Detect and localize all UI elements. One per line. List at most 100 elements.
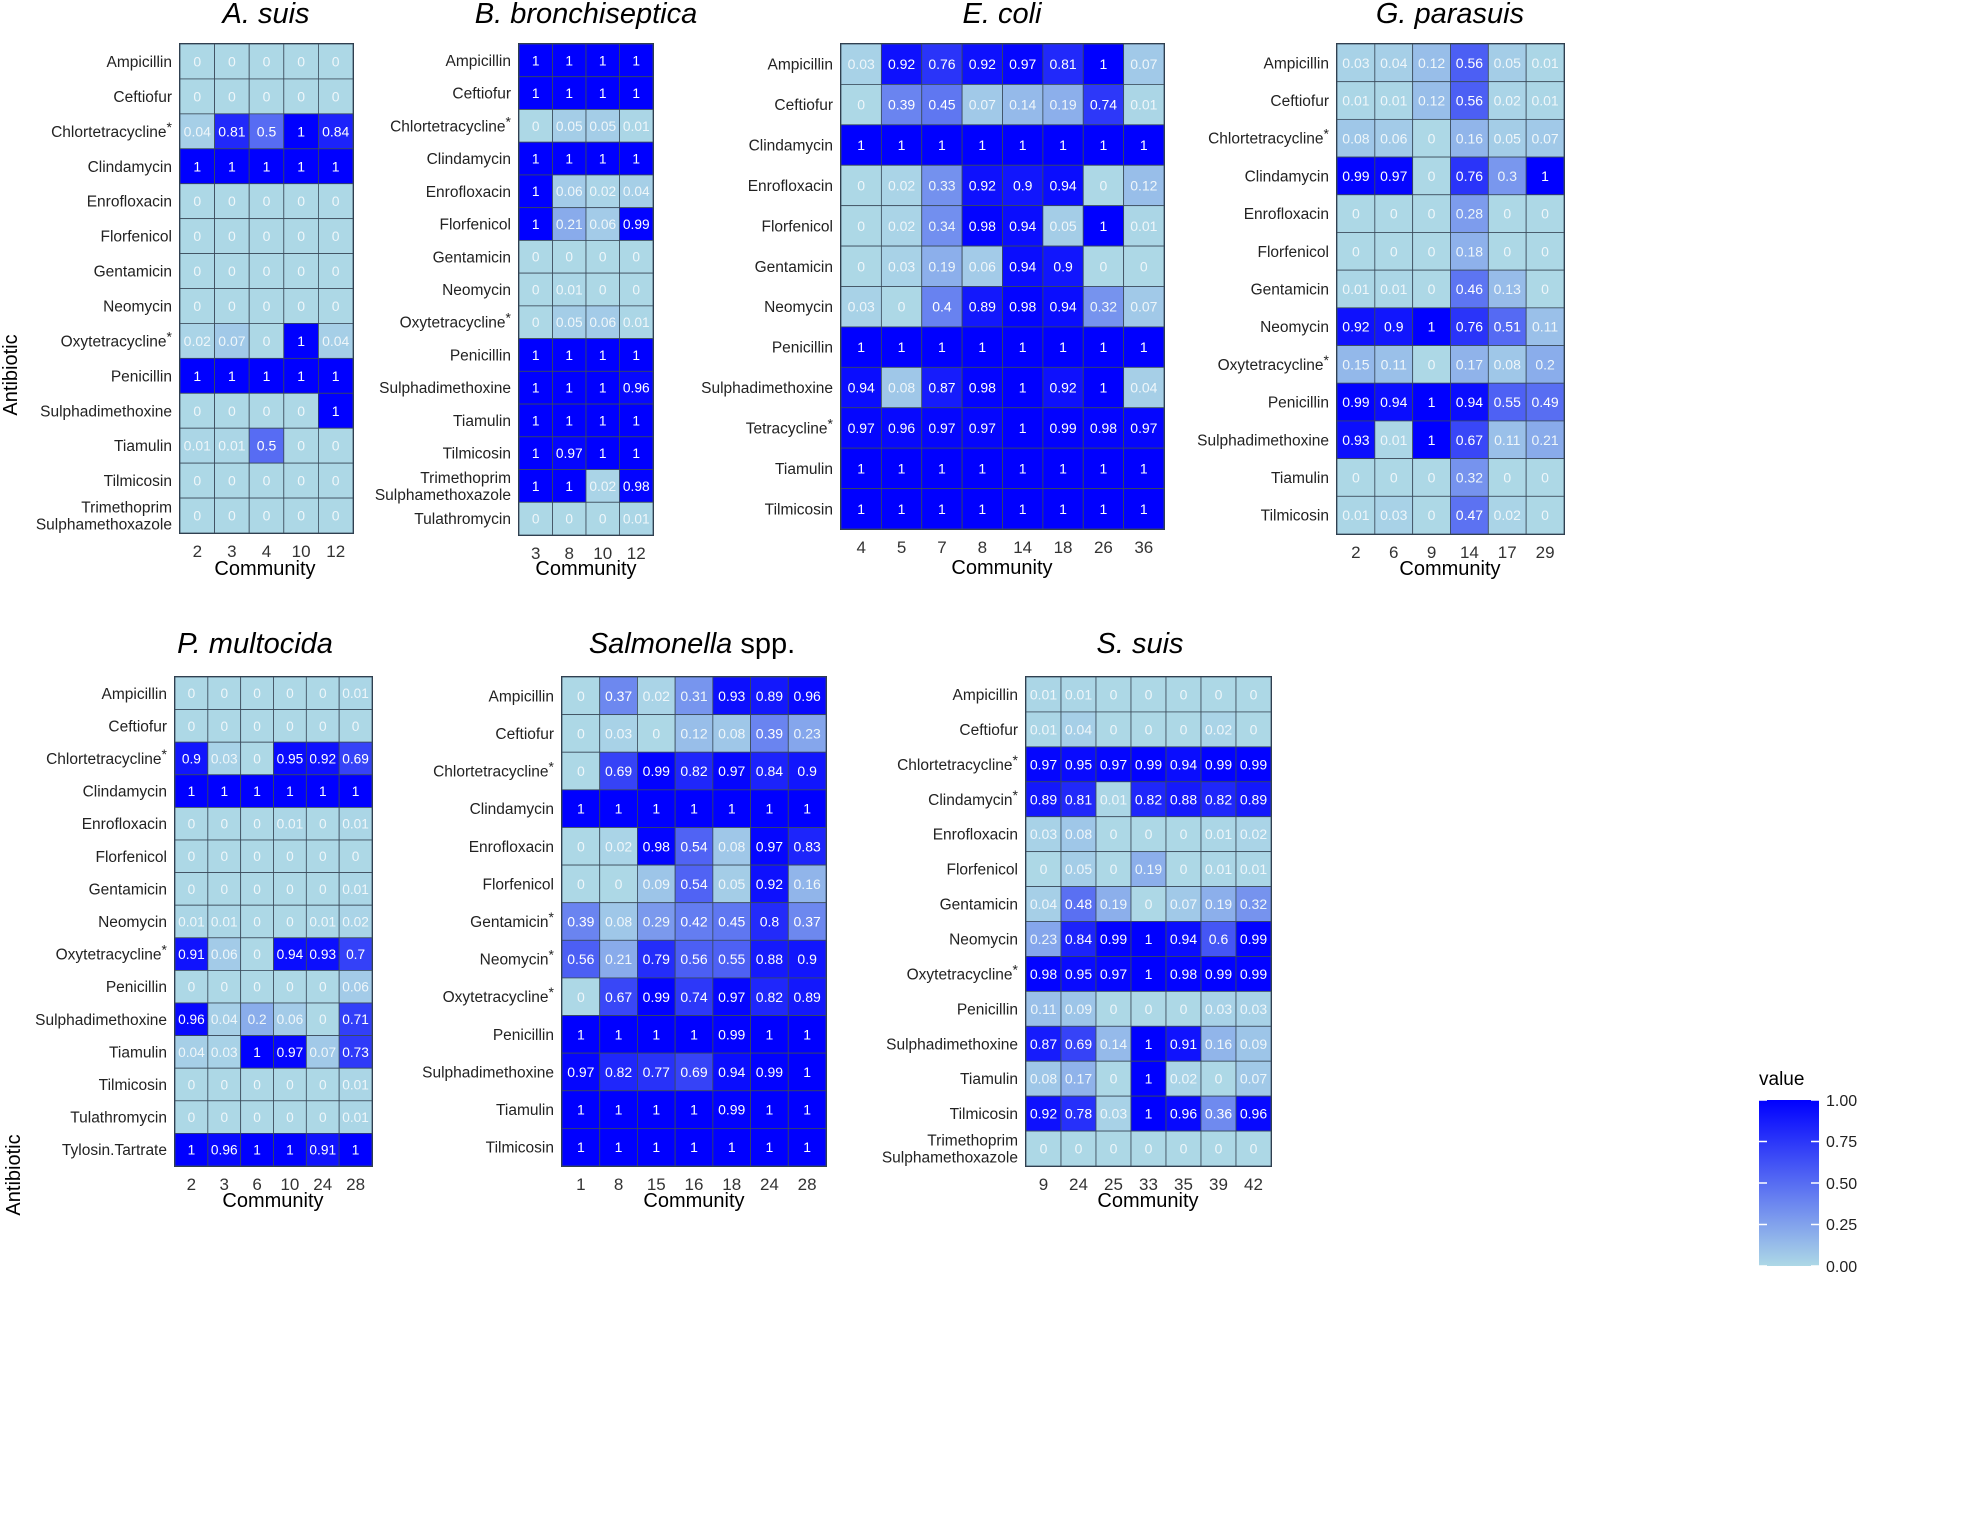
heatmap-cell [338,839,373,873]
cell-value-label: 0 [228,473,236,489]
cell-value-label: 0.06 [1380,130,1407,146]
heatmap-cell [1450,382,1489,422]
heatmap-cell [840,124,882,166]
cell-value-label: 0.94 [1170,756,1197,772]
cell-value-label: 0.09 [1240,1036,1267,1052]
row-label: Sulphadimethoxine [40,403,172,420]
heatmap-cell [207,1002,242,1036]
cell-value-label: 0.01 [1205,861,1232,877]
cell-value-label: 1 [297,123,305,139]
cell-value-label: 0.97 [1130,420,1157,436]
row-label: Tiamulin [775,461,833,478]
cell-value-label: 0.98 [643,838,670,854]
cell-value-label: 0.67 [1456,432,1483,448]
heatmap-cell [1374,420,1414,460]
heatmap-cell [338,970,373,1004]
heatmap-cell [619,501,654,536]
cell-value-label: 0.01 [1205,826,1232,842]
heatmap-cell [750,1052,789,1092]
cell-value-label: 0.05 [1494,55,1521,71]
heatmap-cell [1200,921,1237,957]
cell-value-label: 1 [1145,966,1153,982]
cell-value-label: 0.04 [1380,55,1407,71]
column-label: 26 [1094,538,1113,557]
cell-value-label: 0 [286,914,294,929]
cell-value-label: 0.02 [888,218,915,234]
heatmap-cell [585,174,620,209]
row-label: Penicillin [493,1027,554,1044]
cell-value-label: 0.08 [888,380,915,396]
heatmap-cell [599,1015,638,1054]
heatmap-cell [552,469,587,503]
heatmap-cell [599,751,638,791]
cell-value-label: 0.5 [257,123,277,139]
cell-value-label: 0 [1145,826,1153,842]
heatmap-cell [305,937,340,971]
row-label: Clindamycin* [928,787,1018,809]
cell-value-label: 1 [352,1143,360,1158]
cell-value-label: 0 [220,980,228,995]
heatmap-cell [1123,245,1165,287]
cell-value-label: 1 [766,1026,774,1042]
legend-tick-label: 1.00 [1826,1093,1857,1110]
heatmap-cell [1450,345,1489,384]
heatmap-cell [1487,194,1527,233]
heatmap-cell [880,488,923,530]
heatmap-cell [561,751,601,791]
heatmap-cell [1235,1025,1272,1062]
heatmap-cell [338,937,373,971]
heatmap-cell [921,286,963,328]
heatmap-cell [1123,286,1165,328]
column-label: 5 [897,538,906,557]
cell-value-label: 0.98 [969,218,996,234]
cell-value-label: 1 [532,381,540,396]
heatmap-cell [921,124,963,166]
heatmap-cell [1082,366,1125,409]
cell-value-label: 0 [1110,826,1118,842]
panel-title: E. coli [963,0,1044,30]
heatmap-cell [1095,711,1132,748]
heatmap-cell [674,827,714,866]
heatmap-panel: 0.01 0.01 0 0 0 0 0 0.01 0.04 0 0 0 0.02 0 0.97 0.95 0.9… [882,628,1272,1212]
cell-value-label: 1 [253,1045,261,1060]
cell-value-label: 0.07 [969,97,996,113]
column-label: 28 [346,1175,365,1194]
heatmap-cell [880,447,923,489]
heatmap-cell [518,436,553,470]
cell-value-label: 0.06 [589,217,616,232]
cell-value-label: 0.29 [643,914,670,930]
cell-value-label: 0.94 [1049,299,1076,315]
row-label: Chlortetracycline* [1208,126,1329,148]
x-axis-title: Community [1097,1190,1198,1212]
heatmap-cell [1123,488,1165,530]
heatmap-cell [1450,81,1489,120]
cell-value-label: 0.99 [1240,756,1267,772]
row-label: Chlortetracycline* [51,119,172,141]
heatmap-cell [305,1100,340,1134]
cell-value-label: 0.04 [1130,380,1157,396]
cell-value-label: 0.12 [1130,177,1157,193]
row-label: Oxytetracycline* [400,310,512,332]
heatmap-cell [338,1002,373,1036]
cell-value-label: 0 [263,333,271,349]
heatmap-cell [1060,1060,1097,1097]
cell-value-label: 0.99 [643,989,670,1005]
cell-value-label: 1 [803,1026,811,1042]
cell-value-label: 1 [898,137,906,153]
cell-value-label: 0.02 [643,688,670,704]
cell-value-label: 0.03 [1100,1106,1127,1122]
cell-value-label: 0 [319,817,327,832]
cell-value-label: 0.16 [1456,130,1483,146]
cell-value-label: 0.69 [605,763,632,779]
cell-value-label: 0.08 [1494,356,1521,372]
column-label: 3 [220,1175,229,1194]
row-label: Sulphadimethoxine [1197,432,1329,449]
cell-value-label: 0.06 [342,980,369,995]
heatmap-cell [1487,420,1527,460]
cell-value-label: 0.37 [605,688,632,704]
cell-value-label: 0 [532,119,540,134]
cell-value-label: 1 [253,1143,261,1158]
column-label: 12 [627,544,646,563]
heatmap-cell [1165,816,1202,853]
heatmap-cell [248,183,285,220]
